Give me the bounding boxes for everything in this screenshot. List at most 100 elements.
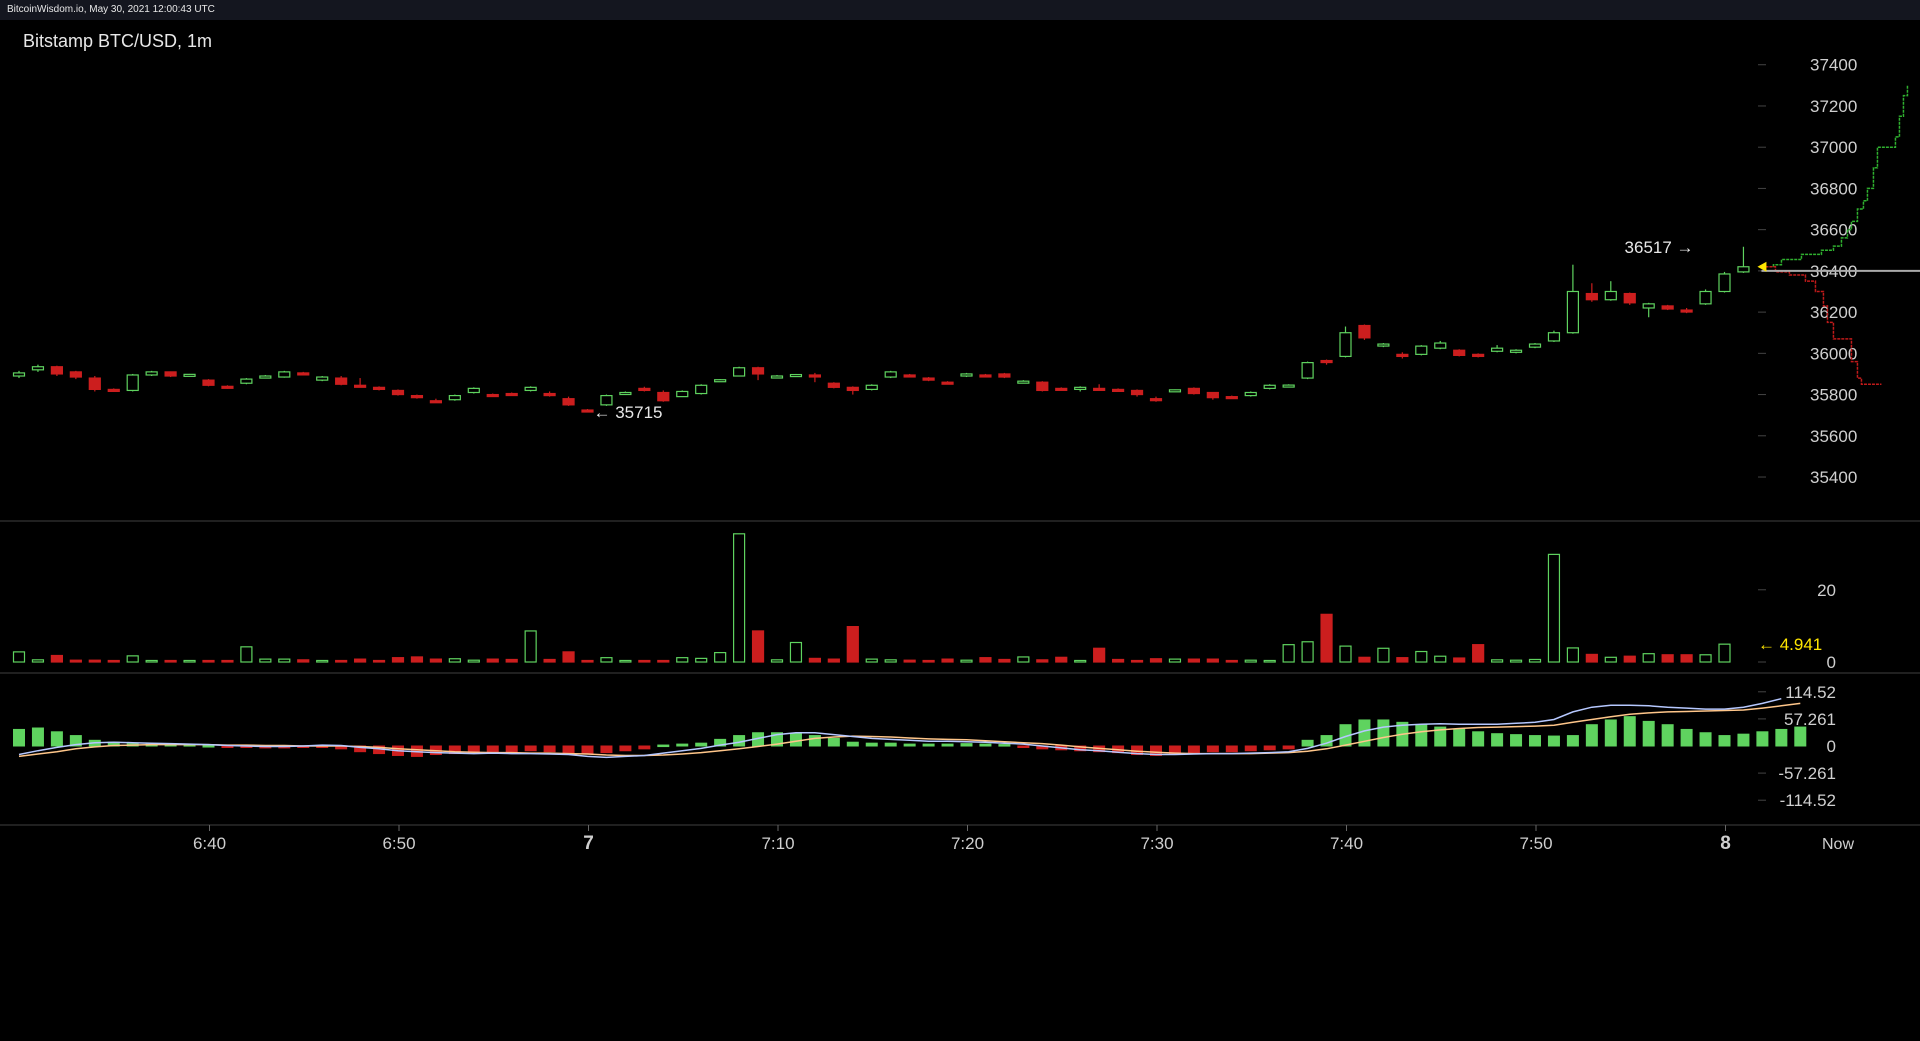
macd-histogram-bar: [1642, 720, 1655, 747]
price-axis-label: 35600: [1810, 427, 1857, 446]
macd-axis-label: -114.52: [1780, 791, 1836, 810]
macd-histogram-bar: [789, 733, 802, 747]
candle-body: [1699, 290, 1712, 305]
candle-body: [998, 373, 1011, 378]
volume-bar: [12, 651, 26, 663]
volume-bar: [1187, 658, 1201, 663]
volume-bar: [297, 659, 310, 663]
macd-histogram-bar: [695, 742, 708, 747]
candle-body: [12, 372, 26, 377]
volume-bar: [1093, 647, 1106, 663]
macd-axis-label: 0: [1827, 737, 1836, 756]
price-axis-label: 36000: [1810, 344, 1857, 363]
volume-bar: [1206, 658, 1219, 663]
volume-bar: [903, 659, 916, 663]
candle-body: [259, 375, 272, 379]
volume-bar: [695, 657, 708, 663]
candle-body: [1737, 266, 1750, 273]
candle-body: [297, 372, 310, 376]
volume-bar: [391, 657, 405, 663]
macd-histogram-bar: [1756, 731, 1769, 747]
macd-histogram-bar: [31, 727, 44, 747]
candle-body: [1718, 273, 1731, 293]
bid-depth-curve: [1761, 85, 1909, 268]
volume-bar: [1282, 644, 1295, 663]
macd-histogram-bar: [1244, 745, 1257, 752]
price-axis-label: 37000: [1810, 138, 1857, 157]
macd-histogram-bar: [1775, 728, 1788, 747]
macd-histogram-bar: [1434, 726, 1447, 747]
macd-histogram-bar: [1491, 733, 1504, 747]
top-bar: BitcoinWisdom.io, May 30, 2021 12:00:43 …: [0, 0, 1920, 20]
chart-area[interactable]: Bitstamp BTC/USD, 1m 35400 35600 35800 3600…: [0, 20, 1920, 1041]
volume-axis-label: 20: [1817, 581, 1836, 600]
macd-histogram-bar: [581, 745, 594, 755]
price-axis-label: 35800: [1810, 386, 1857, 405]
macd-histogram-bar: [600, 745, 613, 754]
volume-bar: [50, 654, 64, 663]
candle-body: [1168, 389, 1182, 393]
candle-body: [922, 377, 935, 381]
volume-bar: [562, 651, 575, 663]
volume-bar: [429, 658, 442, 663]
macd-axis-label: -57.261: [1778, 764, 1836, 783]
candle-body: [164, 371, 177, 377]
candle-body: [1566, 290, 1580, 334]
macd-histogram-bar: [1472, 731, 1485, 747]
price-axis-label: 36200: [1810, 303, 1857, 322]
candle-body: [1301, 362, 1314, 379]
volume-bar: [1130, 659, 1144, 663]
volume-bar: [505, 658, 518, 663]
volume-bar: [259, 658, 272, 663]
candle-body: [1282, 384, 1295, 388]
candle-body: [865, 384, 878, 391]
macd-histogram-bar: [771, 732, 783, 747]
candle-body: [372, 386, 386, 391]
volume-bar: [581, 659, 594, 663]
ask-depth-curve: [1761, 266, 1882, 386]
candle-body: [429, 400, 442, 404]
candle-body: [1055, 387, 1068, 391]
volume-bar: [1036, 659, 1049, 663]
macd-histogram-bar: [1074, 745, 1087, 752]
volume-bar: [1680, 654, 1693, 663]
candle-body: [391, 389, 405, 396]
volume-bar: [1490, 659, 1504, 663]
macd-histogram-bar: [922, 743, 935, 747]
volume-bar: [1111, 658, 1125, 663]
macd-histogram-bar: [827, 737, 840, 747]
time-axis-label: 6:40: [193, 834, 226, 853]
candle-body: [1377, 343, 1390, 347]
candle-body: [1415, 345, 1428, 355]
candle-body: [789, 373, 803, 378]
volume-bar: [372, 659, 386, 663]
volume-bar: [600, 657, 613, 663]
candle-body: [1339, 332, 1352, 358]
candle-body: [88, 377, 101, 391]
chart-canvas[interactable]: Bitstamp BTC/USD, 1m 35400 35600 35800 3600…: [0, 20, 1920, 1041]
candle-body: [1528, 343, 1542, 348]
candle-body: [600, 394, 613, 406]
volume-bar: [145, 659, 158, 663]
candle-body: [676, 390, 689, 398]
volume-bar: [714, 652, 727, 663]
macd-histogram-bar: [1225, 745, 1238, 753]
candle-body: [1206, 391, 1219, 399]
volume-bar: [884, 659, 897, 663]
high-price-annotation: 36517 →: [1625, 238, 1694, 257]
volume-bar: [789, 641, 803, 663]
volume-bar: [1434, 655, 1447, 663]
volume-bar: [221, 659, 234, 663]
volume-bar: [1528, 658, 1542, 663]
macd-signal-line: [18, 702, 1801, 758]
volume-bar: [1509, 659, 1523, 663]
candle-body: [31, 366, 45, 371]
candle-body: [751, 367, 765, 375]
candle-body: [1017, 380, 1030, 384]
macd-histogram-bar: [1187, 745, 1200, 754]
candle-body: [638, 387, 651, 392]
macd-histogram-bar: [676, 743, 689, 747]
candle-body: [619, 391, 632, 396]
candle-body: [221, 385, 234, 389]
volume-bar: [88, 659, 101, 663]
